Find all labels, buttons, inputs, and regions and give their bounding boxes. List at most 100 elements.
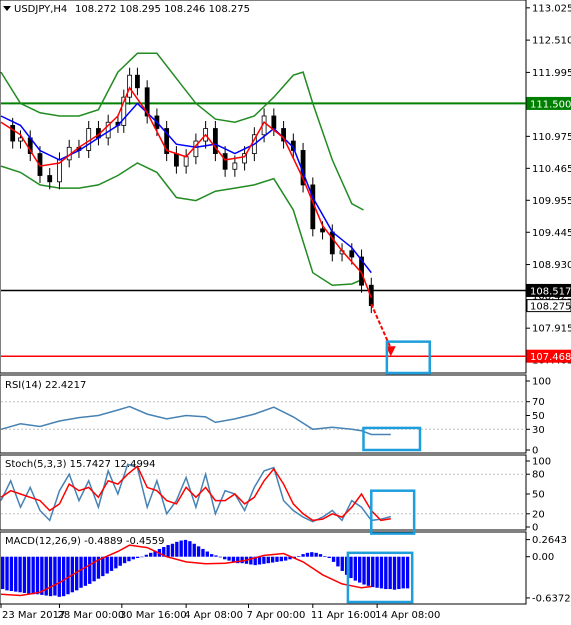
- macd-pane: [0, 539, 414, 604]
- bollinger-upper-band: [0, 52, 364, 211]
- stoch-k-line: [0, 463, 391, 523]
- main-pane-frame: [0, 0, 527, 374]
- price-axis-tick-label: 108.425: [532, 292, 571, 303]
- macd-histogram-bar: [40, 556, 44, 595]
- stoch-d-line: [0, 465, 391, 522]
- macd-pane-frame: [0, 531, 527, 605]
- macd-histogram-bar: [379, 556, 384, 589]
- macd-histogram-bar: [118, 556, 122, 566]
- candle-body: [349, 250, 355, 258]
- macd-histogram-bar: [336, 556, 340, 567]
- macd-histogram-bar: [266, 556, 270, 564]
- rsi-axis-tick-label: 0: [532, 446, 538, 457]
- macd-histogram-bar: [57, 556, 61, 597]
- macd-histogram-bar: [371, 556, 375, 588]
- candle-body: [135, 74, 140, 89]
- macd-histogram-bar: [35, 556, 40, 595]
- stoch-axis-tick-label: 20: [532, 509, 545, 520]
- price-tag: [526, 96, 571, 110]
- macd-histogram-bar: [297, 556, 301, 557]
- macd-label: MACD(12,26,9) -0.4889 -0.4559: [5, 536, 165, 547]
- macd-histogram-bar: [314, 552, 318, 557]
- macd-histogram-bar: [366, 556, 371, 586]
- candle-body: [144, 87, 150, 117]
- price-axis-tick-label: 113.025: [532, 3, 571, 14]
- macd-histogram-bar: [44, 556, 48, 596]
- rsi-axis-tick-label: 30: [532, 425, 545, 436]
- macd-histogram-bar: [5, 556, 9, 591]
- rsi-axis-tick-label: 100: [532, 377, 551, 388]
- candle-body: [127, 74, 133, 98]
- macd-histogram-bar: [149, 552, 153, 557]
- macd-histogram-bar: [283, 556, 288, 561]
- macd-histogram-bar: [144, 554, 149, 557]
- macd-histogram-bar: [405, 556, 410, 589]
- macd-histogram-bar: [327, 556, 331, 558]
- macd-histogram-bar: [262, 556, 266, 564]
- candle-body: [232, 162, 238, 170]
- stoch-axis-tick-label: 80: [532, 470, 545, 481]
- macd-histogram-bar: [14, 556, 18, 592]
- macd-histogram-bar: [214, 555, 218, 557]
- macd-histogram-bar: [353, 556, 358, 581]
- macd-histogram-bar: [127, 556, 131, 562]
- price-axis-tick-label: 109.955: [532, 196, 571, 207]
- macd-histogram-bar: [236, 556, 240, 564]
- price-tag-label: 111.500: [530, 99, 571, 110]
- time-tick-label: 11 Apr 16:00: [311, 610, 376, 621]
- macd-histogram-bar: [388, 556, 392, 590]
- macd-histogram-bar: [344, 556, 349, 575]
- macd-histogram-bar: [22, 556, 27, 593]
- macd-histogram-bar: [196, 546, 201, 557]
- macd-histogram-bar: [231, 556, 236, 562]
- time-tick-label: 14 Apr 08:00: [375, 610, 440, 621]
- macd-histogram-bar: [92, 556, 96, 582]
- macd-histogram-bar: [310, 552, 314, 557]
- candle-body: [222, 153, 228, 170]
- candle-body: [121, 96, 127, 126]
- stoch-axis-tick-label: 50: [532, 490, 545, 501]
- macd-histogram-bar: [162, 547, 166, 557]
- macd-histogram-bar: [179, 540, 183, 557]
- main-title-group: USDJPY,H4 108.272 108.295 108.246 108.27…: [3, 4, 250, 15]
- macd-histogram-bar: [31, 556, 35, 595]
- price-axis-tick-label: 108.930: [532, 260, 571, 271]
- macd-histogram-bar: [75, 556, 79, 591]
- macd-histogram-bar: [397, 556, 401, 590]
- macd-histogram-bar: [61, 556, 66, 597]
- macd-histogram-bar: [253, 556, 257, 566]
- symbol-dropdown-icon[interactable]: [3, 6, 11, 11]
- macd-histogram-bar: [401, 556, 405, 589]
- price-axis-tick-label: 110.465: [532, 164, 571, 175]
- time-tick-label: 7 Apr 00:00: [247, 610, 306, 621]
- macd-histogram-bar: [114, 556, 118, 569]
- candle-body: [47, 175, 53, 183]
- candle-body: [242, 153, 248, 164]
- macd-histogram-bar: [1, 556, 5, 590]
- macd-histogram-bar: [305, 552, 310, 557]
- price-tag: [526, 283, 571, 297]
- macd-histogram-bar: [27, 556, 31, 594]
- time-tick-label: 4 Apr 08:00: [184, 610, 243, 621]
- candle-body: [212, 128, 218, 154]
- price-axis-tick-label: 107.915: [532, 324, 571, 335]
- macd-histogram-bar: [331, 556, 336, 562]
- macd-histogram-bar: [275, 556, 279, 562]
- macd-axis-tick-label: -0.6372: [532, 593, 571, 604]
- macd-histogram-bar: [188, 541, 192, 557]
- macd-histogram-bar: [192, 543, 196, 557]
- moving-average-red: [0, 86, 372, 299]
- bollinger-lower-band: [0, 162, 364, 286]
- macd-histogram-bar: [257, 556, 262, 565]
- rsi-label: RSI(14) 22.4217: [5, 380, 86, 391]
- candle-body: [173, 153, 179, 167]
- macd-histogram-bar: [205, 551, 209, 557]
- macd-histogram-bar: [270, 556, 275, 563]
- stoch-pane-frame: [0, 454, 527, 531]
- macd-histogram-bar: [223, 556, 227, 560]
- time-tick-label: 23 Mar 2017: [2, 610, 65, 621]
- macd-histogram-bar: [66, 556, 70, 595]
- macd-histogram-bar: [279, 556, 283, 562]
- macd-histogram-bar: [79, 556, 83, 588]
